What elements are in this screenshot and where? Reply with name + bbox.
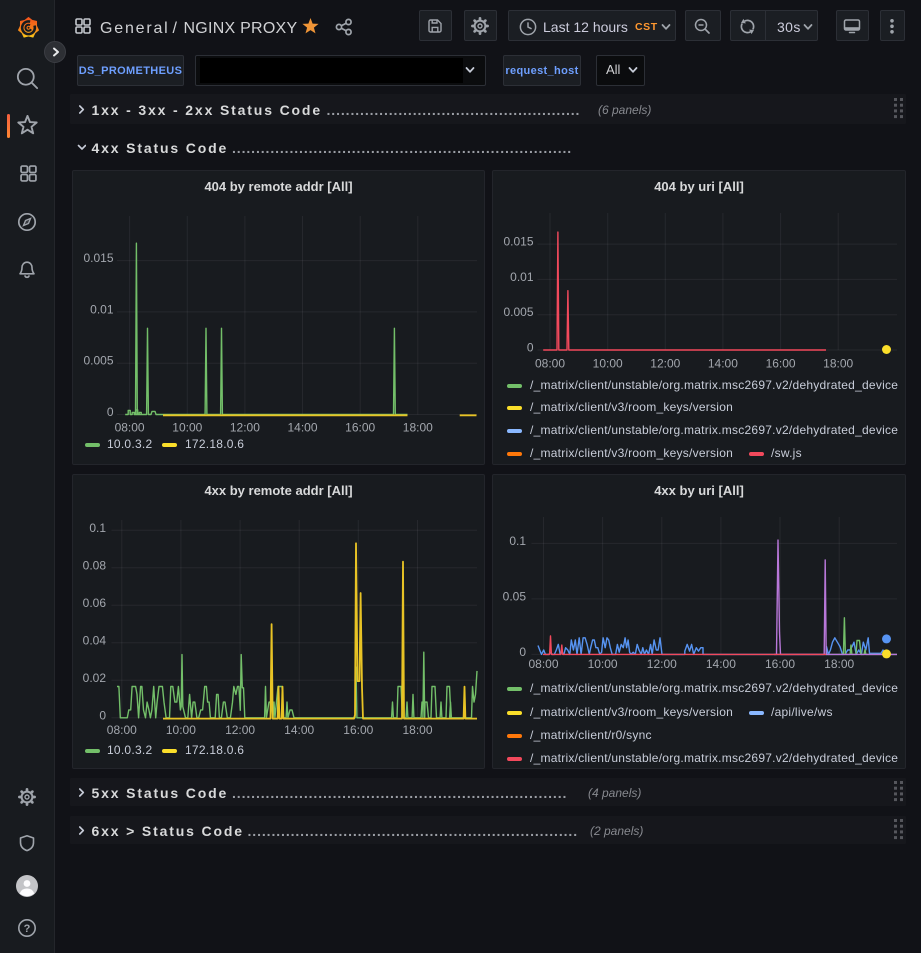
- svg-text:0.01: 0.01: [90, 302, 114, 316]
- svg-text:0.005: 0.005: [503, 305, 533, 319]
- svg-text:08:00: 08:00: [535, 357, 565, 371]
- svg-text:0.005: 0.005: [83, 354, 113, 368]
- svg-text:12:00: 12:00: [650, 357, 680, 371]
- svg-text:08:00: 08:00: [107, 723, 137, 737]
- svg-text:0.02: 0.02: [83, 671, 107, 685]
- svg-text:?: ?: [24, 923, 31, 935]
- svg-text:18:00: 18:00: [823, 357, 853, 371]
- svg-text:18:00: 18:00: [402, 723, 432, 737]
- svg-text:10:00: 10:00: [172, 421, 202, 435]
- svg-text:18:00: 18:00: [403, 421, 433, 435]
- svg-text:0.08: 0.08: [83, 558, 107, 572]
- svg-text:0.04: 0.04: [83, 633, 107, 647]
- svg-text:0.06: 0.06: [83, 596, 107, 610]
- svg-text:0.015: 0.015: [503, 235, 533, 249]
- svg-text:14:00: 14:00: [287, 421, 317, 435]
- svg-text:14:00: 14:00: [708, 357, 738, 371]
- svg-text:14:00: 14:00: [706, 657, 736, 671]
- svg-text:18:00: 18:00: [824, 657, 854, 671]
- svg-text:0: 0: [107, 405, 114, 419]
- svg-text:16:00: 16:00: [766, 357, 796, 371]
- svg-text:0.01: 0.01: [510, 270, 534, 284]
- svg-text:10:00: 10:00: [166, 723, 196, 737]
- svg-text:08:00: 08:00: [115, 421, 145, 435]
- svg-text:16:00: 16:00: [765, 657, 795, 671]
- svg-text:0: 0: [519, 645, 526, 659]
- svg-text:0.1: 0.1: [89, 521, 106, 535]
- svg-text:10:00: 10:00: [593, 357, 623, 371]
- svg-text:0: 0: [527, 341, 534, 355]
- svg-text:08:00: 08:00: [528, 657, 558, 671]
- svg-text:0.05: 0.05: [503, 589, 527, 603]
- svg-text:0.1: 0.1: [509, 534, 526, 548]
- svg-text:0.015: 0.015: [83, 251, 113, 265]
- svg-text:0: 0: [99, 708, 106, 722]
- svg-text:10:00: 10:00: [588, 657, 618, 671]
- svg-text:12:00: 12:00: [230, 421, 260, 435]
- svg-text:16:00: 16:00: [345, 421, 375, 435]
- svg-text:12:00: 12:00: [225, 723, 255, 737]
- svg-text:12:00: 12:00: [647, 657, 677, 671]
- svg-text:16:00: 16:00: [343, 723, 373, 737]
- svg-text:14:00: 14:00: [284, 723, 314, 737]
